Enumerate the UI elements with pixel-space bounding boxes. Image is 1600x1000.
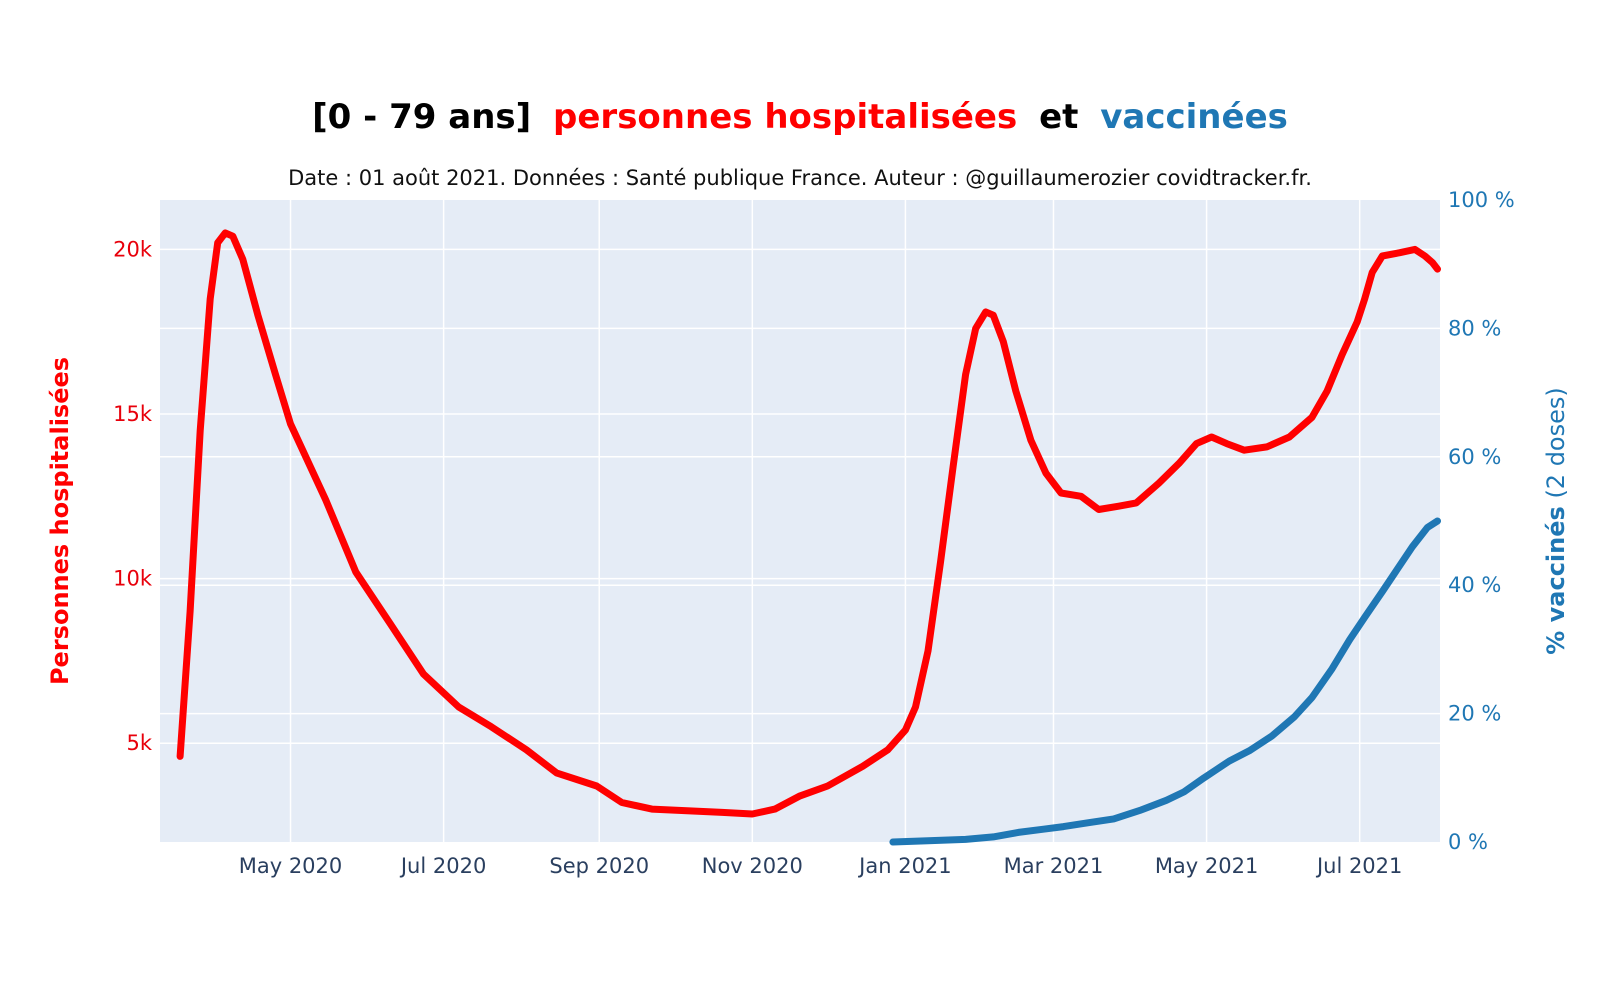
y-left-tick-label: 5k	[126, 731, 152, 755]
x-tick-label: Jul 2020	[399, 854, 486, 878]
chart-subtitle: Date : 01 août 2021. Données : Santé pub…	[288, 166, 1312, 190]
x-tick-label: Nov 2020	[702, 854, 803, 878]
series-layer	[176, 229, 1441, 846]
y-right-axis-title-bold: % vaccinés	[1542, 506, 1570, 655]
x-tick-label: Sep 2020	[549, 854, 649, 878]
series-line-hospitalized	[176, 229, 1441, 818]
y-right-tick-label: 80 %	[1448, 316, 1501, 340]
series-line-vaccinated	[889, 517, 1441, 846]
y-right-axis-title: % vaccinés (2 doses)	[1542, 387, 1570, 655]
grid	[160, 200, 1440, 842]
chart-title: [0 - 79 ans] personnes hospitalisées et …	[312, 97, 1288, 137]
y-left-tick-label: 20k	[113, 237, 153, 261]
plot-area	[160, 200, 1440, 842]
y-left-tick-label: 10k	[113, 567, 153, 591]
y-right-tick-label: 20 %	[1448, 702, 1501, 726]
y-right-tick-label: 40 %	[1448, 573, 1501, 597]
x-tick-label: Mar 2021	[1004, 854, 1104, 878]
x-tick-label: Jul 2021	[1315, 854, 1402, 878]
title-part-red: personnes hospitalisées	[553, 97, 1017, 137]
title-prefix: [0 - 79 ans]	[312, 97, 531, 137]
y-left-axis-title: Personnes hospitalisées	[46, 357, 74, 685]
y-right-tick-label: 100 %	[1448, 188, 1515, 212]
y-right-tick-label: 0 %	[1448, 830, 1488, 854]
x-tick-label: May 2020	[239, 854, 343, 878]
ticks-layer: May 2020 Jul 2020 Sep 2020 Nov 2020 Jan 2021…	[113, 188, 1515, 878]
y-left-tick-label: 15k	[113, 402, 153, 426]
x-tick-label: May 2021	[1155, 854, 1259, 878]
y-right-axis-title-normal: (2 doses)	[1542, 387, 1570, 506]
y-right-tick-label: 60 %	[1448, 445, 1501, 469]
title-part-mid: et	[1039, 97, 1078, 137]
x-tick-label: Jan 2021	[857, 854, 952, 878]
title-part-blue: vaccinées	[1100, 97, 1288, 137]
